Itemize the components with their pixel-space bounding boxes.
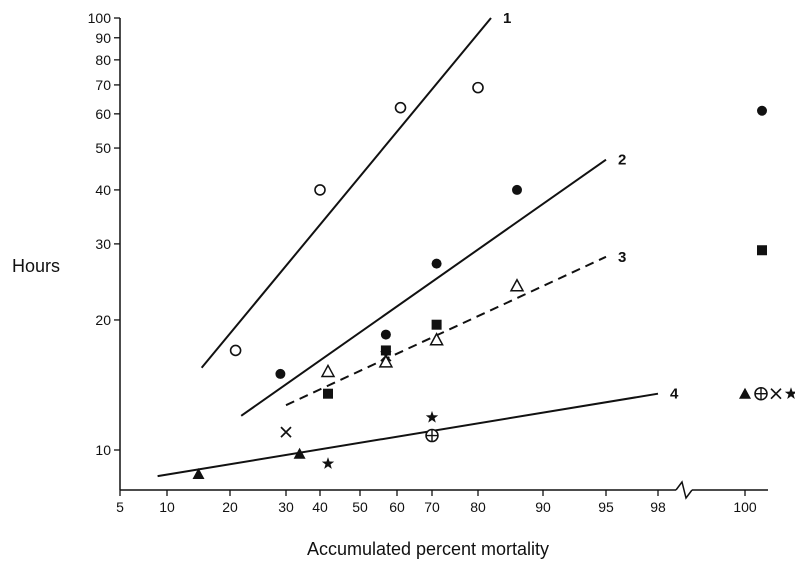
y-tick-label: 40 [95, 182, 111, 198]
line-label-4: 4 [670, 386, 679, 403]
y-tick-label: 100 [88, 10, 112, 26]
x-tick-label: 30 [278, 499, 294, 515]
data-point-cross [280, 426, 292, 438]
data-point-filled-square [323, 388, 333, 399]
x-tick-label: 95 [598, 499, 614, 515]
x-tick-label: 50 [352, 499, 368, 515]
data-point-open-triangle [320, 363, 336, 378]
x-tick-label: 70 [424, 499, 440, 515]
data-point-open-circle [229, 344, 242, 357]
y-tick-label: 10 [95, 442, 111, 458]
fit-line-2 [240, 158, 607, 417]
data-point-open-circle [314, 184, 326, 196]
y-tick-label: 50 [95, 140, 111, 156]
data-point-filled-circle [431, 258, 442, 269]
x-tick-label: 20 [222, 499, 238, 515]
data-point-filled-circle [512, 184, 522, 195]
data-point-star [321, 457, 335, 469]
data-point-open-circle [394, 101, 407, 114]
x-tick-label: 10 [159, 499, 175, 515]
line-label-1: 1 [503, 10, 511, 27]
line-label-2: 2 [618, 152, 626, 169]
tick-labels: 10 20 30 40 50 60 70 80 90 100 5 10 20 30 40 50 60 70 80 90… [88, 10, 757, 515]
data-point-filled-circle [757, 105, 767, 116]
x-tick-label: 40 [312, 499, 328, 515]
line-label-3: 3 [618, 249, 626, 266]
data-point-circled-plus [754, 386, 768, 401]
x-axis-title: Accumulated percent mortality [307, 539, 549, 559]
data-point-filled-square [431, 319, 442, 330]
data-point-open-triangle [429, 332, 444, 346]
data-point-filled-triangle [192, 467, 205, 479]
data-point-filled-square [380, 345, 391, 356]
data-point-cross [770, 388, 782, 400]
x-tick-label: 80 [470, 499, 486, 515]
data-points [192, 81, 795, 479]
data-point-star [784, 387, 795, 399]
data-point-star [425, 410, 439, 423]
axes [119, 18, 768, 500]
y-tick-label: 80 [95, 52, 111, 68]
data-point-filled-circle [275, 368, 286, 379]
data-point-filled-triangle [739, 387, 751, 399]
data-point-filled-circle [380, 329, 391, 340]
x-tick-label: 98 [650, 499, 666, 515]
y-tick-label: 20 [95, 312, 111, 328]
data-point-circled-plus [425, 428, 439, 443]
y-tick-label: 30 [95, 236, 111, 252]
axis-break-mark [675, 480, 693, 500]
fit-line-4 [157, 392, 659, 478]
data-point-filled-triangle [293, 447, 306, 459]
y-tick-label: 70 [95, 77, 111, 93]
fit-lines [157, 17, 659, 478]
y-tick-label: 90 [95, 30, 111, 46]
fit-line-3 [285, 255, 607, 407]
x-tick-label: 5 [116, 499, 124, 515]
line-labels: 1 2 3 4 [503, 10, 679, 403]
data-point-cross [380, 350, 392, 362]
data-point-open-triangle [378, 354, 394, 368]
x-tick-label: 90 [535, 499, 551, 515]
y-axis-title: Hours [12, 256, 60, 276]
fit-line-1 [200, 17, 492, 369]
data-point-filled-square [757, 245, 767, 256]
data-point-open-circle [472, 81, 484, 94]
data-point-open-triangle [509, 278, 525, 292]
x-tick-label: 100 [733, 499, 757, 515]
y-tick-label: 60 [95, 106, 111, 122]
x-tick-label: 60 [389, 499, 405, 515]
